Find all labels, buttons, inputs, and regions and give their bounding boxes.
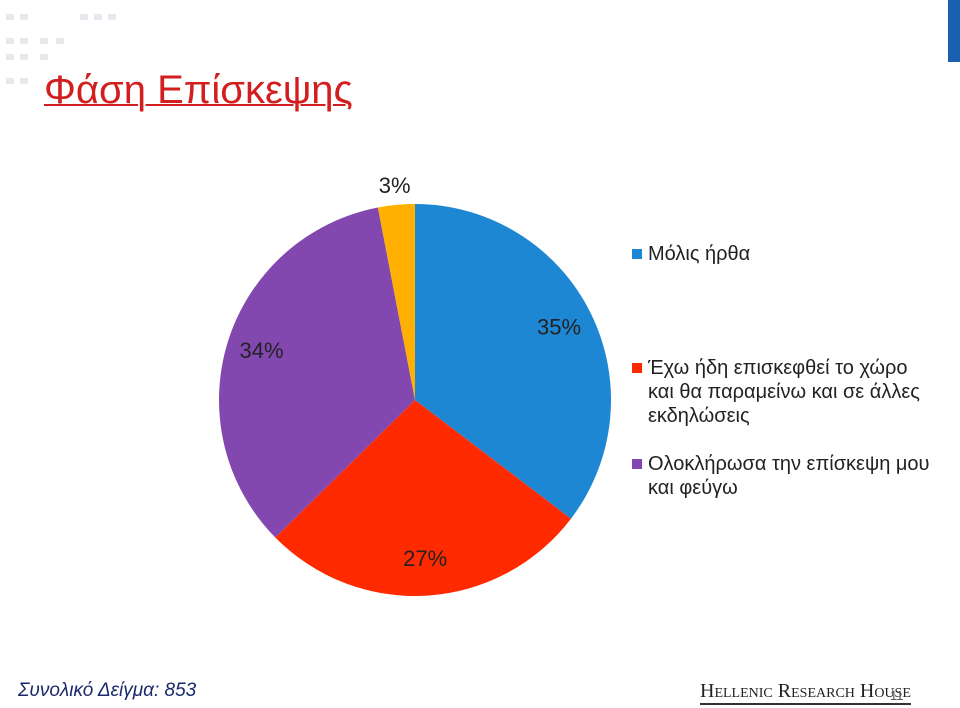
data-label: 35%: [537, 314, 581, 339]
legend-label: Έχω ήδη επισκεφθεί το χώρο και θα παραμε…: [648, 357, 920, 427]
legend-label: Μόλις ήρθα: [648, 243, 751, 265]
legend-item: Έχω ήδη επισκεφθεί το χώρο και θα παραμε…: [632, 356, 932, 428]
legend-swatch: [632, 363, 642, 373]
legend-swatch: [632, 249, 642, 259]
pie-slice: [219, 207, 415, 538]
decor-dots: [6, 14, 116, 84]
pie: 35% 27% 34% 3%: [219, 173, 611, 596]
legend-label: Ολοκλήρωσα την επίσκεψη μου και φεύγω: [648, 453, 930, 499]
pie-slice: [415, 204, 611, 519]
slide-title: Φάση Επίσκεψης: [44, 68, 353, 112]
data-label: 3%: [379, 173, 411, 198]
legend: Μόλις ήρθα Έχω ήδη επισκεφθεί το χώρο και…: [632, 242, 932, 500]
data-label: 27%: [403, 546, 447, 571]
sample-note: Συνολικό Δείγμα: 853: [18, 680, 197, 701]
legend-swatch: [632, 459, 642, 469]
legend-item: Μόλις ήρθα: [632, 242, 932, 266]
page-number: 11: [890, 688, 904, 703]
pie-slice: [377, 204, 415, 400]
legend-item: Ολοκλήρωσα την επίσκεψη μου και φεύγω: [632, 452, 932, 500]
logo: Hellenic Research House: [700, 680, 911, 705]
corner-bar: [948, 0, 960, 62]
data-label: 34%: [240, 338, 284, 363]
pie-slice: [275, 400, 571, 596]
